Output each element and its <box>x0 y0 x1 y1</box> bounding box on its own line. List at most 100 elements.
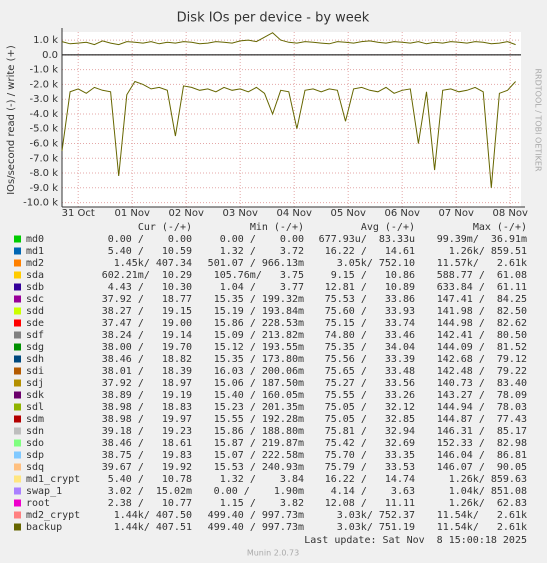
legend-stat: 4.43 / 10.30 <box>96 282 192 293</box>
legend-stat: 74.80 / 33.46 <box>319 330 415 341</box>
legend-stat: 5.40 / 10.59 <box>96 246 192 257</box>
x-tick-label: 31 Oct <box>62 208 95 219</box>
legend-stat: 15.40 / 160.05m <box>208 390 304 401</box>
legend-name: sdq <box>26 462 44 473</box>
x-tick-label: 03 Nov <box>222 208 258 219</box>
legend-stat: 16.03 / 200.06m <box>208 366 304 377</box>
legend-name: md2_crypt <box>26 510 80 521</box>
legend-stat: 38.89 / 19.19 <box>96 390 192 401</box>
legend-stat: 12.81 / 10.89 <box>319 282 415 293</box>
legend-stat: 38.46 / 18.61 <box>96 438 192 449</box>
legend-stat: 499.40 / 997.73m <box>208 510 304 521</box>
legend-stat: 1.26k/ 859.51 <box>437 246 527 257</box>
legend-stat: 38.24 / 19.14 <box>96 330 192 341</box>
legend-stat: 75.81 / 32.94 <box>319 426 415 437</box>
legend-name: sdm <box>26 414 44 425</box>
legend-column-header: Min (-/+) <box>250 222 304 233</box>
legend-name: root <box>26 498 50 509</box>
series-line <box>61 80 516 188</box>
legend-swatch <box>14 355 21 363</box>
y-tick-label: -6.0 k <box>30 138 59 149</box>
legend-stat: 3.03k/ 751.19 <box>325 522 415 533</box>
legend-stat: 152.33 / 82.98 <box>437 438 527 449</box>
legend-stat: 4.14 / 3.63 <box>319 486 415 497</box>
legend-stat: 105.76m/ 3.75 <box>214 270 304 281</box>
y-tick-label: -4.0 k <box>30 109 59 120</box>
legend-name: sdn <box>26 426 44 437</box>
legend-stat: 143.27 / 78.09 <box>437 390 527 401</box>
x-tick-label: 08 Nov <box>492 208 528 219</box>
footer: Munin 2.0.73 <box>247 549 299 558</box>
legend-swatch <box>14 319 21 327</box>
legend-stat: 3.05k/ 752.10 <box>325 258 415 269</box>
legend-stat: 633.84 / 61.11 <box>437 282 527 293</box>
legend-stat: 75.42 / 32.69 <box>319 438 415 449</box>
legend-column-header: Avg (-/+) <box>361 222 415 233</box>
y-tick-label: -8.0 k <box>30 168 59 179</box>
legend-name: md1 <box>26 246 44 257</box>
legend-swatch <box>14 439 21 447</box>
legend-stat: 15.09 / 213.82m <box>208 330 304 341</box>
legend-stat: 9.15 / 10.86 <box>319 270 415 281</box>
legend-stat: 75.60 / 33.93 <box>319 306 415 317</box>
legend-stat: 142.41 / 80.50 <box>437 330 527 341</box>
legend-name: sdd <box>26 306 44 317</box>
legend-stat: 144.09 / 81.52 <box>437 342 527 353</box>
y-tick-label: -10.0 k <box>23 198 58 209</box>
legend-stat: 1.04 / 3.77 <box>208 282 304 293</box>
legend-stat: 146.31 / 85.17 <box>437 426 527 437</box>
legend-stat: 75.79 / 33.53 <box>319 462 415 473</box>
legend-stat: 75.53 / 33.86 <box>319 294 415 305</box>
legend-stat: 38.27 / 19.15 <box>96 306 192 317</box>
legend-stat: 499.40 / 997.73m <box>208 522 304 533</box>
legend-swatch <box>14 367 21 375</box>
y-tick-label: -1.0 k <box>30 65 59 76</box>
legend-swatch <box>14 271 21 279</box>
legend-swatch <box>14 247 21 255</box>
legend-stat: 38.75 / 19.83 <box>96 450 192 461</box>
legend-name: sdh <box>26 354 44 365</box>
last-update: Last update: Sat Nov 8 15:00:18 2025 <box>304 535 527 546</box>
legend-name: sdo <box>26 438 44 449</box>
y-tick-label: 1.0 k <box>33 35 58 46</box>
legend-stat: 140.73 / 83.40 <box>437 378 527 389</box>
y-tick-label: -9.0 k <box>30 183 59 194</box>
legend-swatch <box>14 307 21 315</box>
legend-stat: 1.44k/ 407.50 <box>102 510 192 521</box>
legend-name: md2 <box>26 258 44 269</box>
legend-stat: 15.35 / 199.32m <box>208 294 304 305</box>
legend-stat: 1.04k/ 851.08 <box>437 486 527 497</box>
legend-swatch <box>14 403 21 411</box>
legend-stat: 501.07 / 966.13m <box>208 258 304 269</box>
legend-stat: 38.98 / 19.97 <box>96 414 192 425</box>
legend-stat: 2.38 / 10.77 <box>96 498 192 509</box>
legend-stat: 15.86 / 188.80m <box>208 426 304 437</box>
legend-stat: 15.53 / 240.93m <box>208 462 304 473</box>
legend-swatch <box>14 259 21 267</box>
legend-name: md1_crypt <box>26 474 80 485</box>
y-tick-label: 0.0 <box>42 50 58 61</box>
legend-name: sdk <box>26 390 44 401</box>
legend-stat: 142.48 / 79.22 <box>437 366 527 377</box>
legend-stat: 11.54k/ 2.61k <box>431 510 527 521</box>
x-tick-label: 07 Nov <box>438 208 474 219</box>
legend-name: sdj <box>26 378 44 389</box>
legend-stat: 1.26k/ 859.63 <box>437 474 527 485</box>
legend-stat: 12.08 / 11.11 <box>319 498 415 509</box>
legend-name: sdb <box>26 282 44 293</box>
legend-swatch <box>14 235 21 243</box>
legend-name: swap_1 <box>26 486 62 497</box>
legend-stat: 15.35 / 173.80m <box>208 354 304 365</box>
legend-name: md0 <box>26 234 44 245</box>
legend-stat: 3.03k/ 752.37 <box>325 510 415 521</box>
legend-stat: 1.45k/ 407.34 <box>102 258 192 269</box>
legend-swatch <box>14 523 21 531</box>
legend-stat: 15.06 / 187.50m <box>208 378 304 389</box>
legend-stat: 0.00 / 0.00 <box>96 234 192 245</box>
plot-area <box>62 32 521 207</box>
legend-stat: 16.22 / 14.74 <box>319 474 415 485</box>
legend-stat: 588.77 / 61.08 <box>437 270 527 281</box>
legend-stat: 1.15 / 3.82 <box>208 498 304 509</box>
legend-stat: 16.22 / 14.61 <box>319 246 415 257</box>
